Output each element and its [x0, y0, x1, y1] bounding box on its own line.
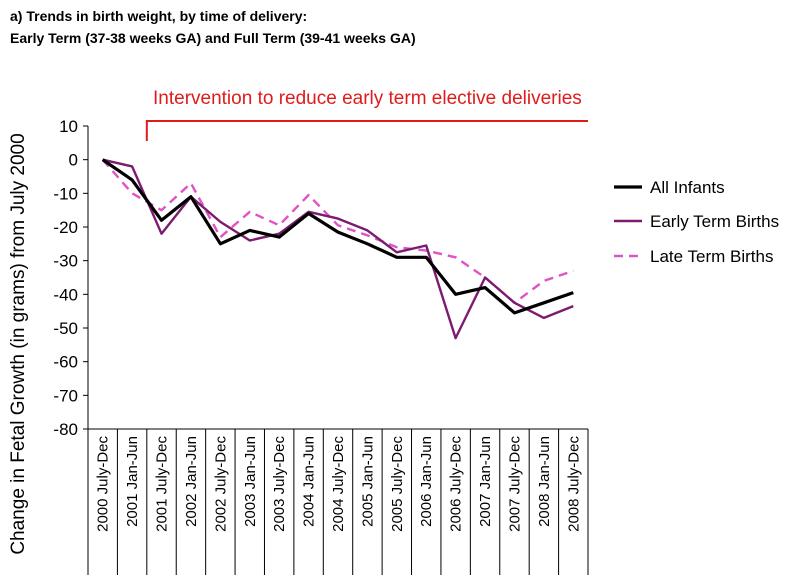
y-tick-labels: 10 0 -10 -20 -30 -40 -50 -60 -70 -80: [53, 117, 78, 439]
x-tick-label: 2007 July-Dec: [506, 436, 523, 532]
legend: All Infants Early Term Births Late Term Bi…: [614, 178, 779, 266]
legend-label-all-infants: All Infants: [650, 178, 725, 197]
x-tick-label: 2008 Jan-Jun: [536, 436, 553, 527]
x-tick-label: 2007 Jan-Jun: [477, 436, 494, 527]
y-tick-label: -20: [53, 218, 78, 237]
x-tick-label: 2001 July-Dec: [154, 436, 171, 532]
y-tick-label: 0: [69, 151, 78, 170]
x-tick-label: 2003 July-Dec: [271, 436, 288, 532]
legend-label-late-term-births: Late Term Births: [650, 247, 773, 266]
intervention-bracket: [145, 120, 588, 141]
series-line-late-term-births: [101, 158, 574, 304]
x-tick-label: 2004 July-Dec: [330, 436, 347, 532]
x-tick-label: 2004 Jan-Jun: [301, 436, 318, 527]
series-line-all-infants: [101, 158, 574, 315]
intervention-label: Intervention to reduce early term electi…: [153, 88, 582, 109]
x-tick-labels: 2000 July-Dec 2001 Jan-Jun 2001 July-Dec 20…: [95, 436, 583, 532]
y-tick-label: -40: [53, 285, 78, 304]
chart-title-line2: Early Term (37-38 weeks GA) and Full Ter…: [10, 30, 416, 46]
x-tick-label: 2003 Jan-Jun: [242, 436, 259, 527]
y-tick-label: -10: [53, 184, 78, 203]
intervention-annotation: Intervention to reduce early term electi…: [145, 88, 588, 141]
y-tick-label: -50: [53, 319, 78, 338]
legend-label-early-term-births: Early Term Births: [650, 212, 779, 231]
x-tick-label: 2006 Jan-Jun: [418, 436, 435, 527]
y-tick-label: -80: [53, 420, 78, 439]
x-tick-label: 2005 July-Dec: [389, 436, 406, 532]
chart-axes: [83, 125, 589, 575]
series-line-early-term-births: [102, 158, 574, 340]
x-tick-label: 2001 Jan-Jun: [124, 436, 141, 527]
y-tick-label: -60: [53, 353, 78, 372]
x-tick-label: 2000 July-Dec: [95, 436, 112, 532]
x-tick-label: 2002 Jan-Jun: [183, 436, 200, 527]
y-tick-label: -30: [53, 252, 78, 271]
x-tick-label: 2005 Jan-Jun: [359, 436, 376, 527]
chart-title-line1: a) Trends in birth weight, by time of de…: [10, 8, 308, 24]
x-tick-label: 2008 July-Dec: [565, 436, 582, 532]
y-tick-label: -70: [53, 386, 78, 405]
y-tick-label: 10: [59, 117, 78, 136]
x-tick-label: 2006 July-Dec: [448, 436, 465, 532]
y-axis-label: Change in Fetal Growth (in grams) from J…: [8, 133, 29, 554]
x-tick-label: 2002 July-Dec: [212, 436, 229, 532]
series-lines: [101, 158, 574, 340]
